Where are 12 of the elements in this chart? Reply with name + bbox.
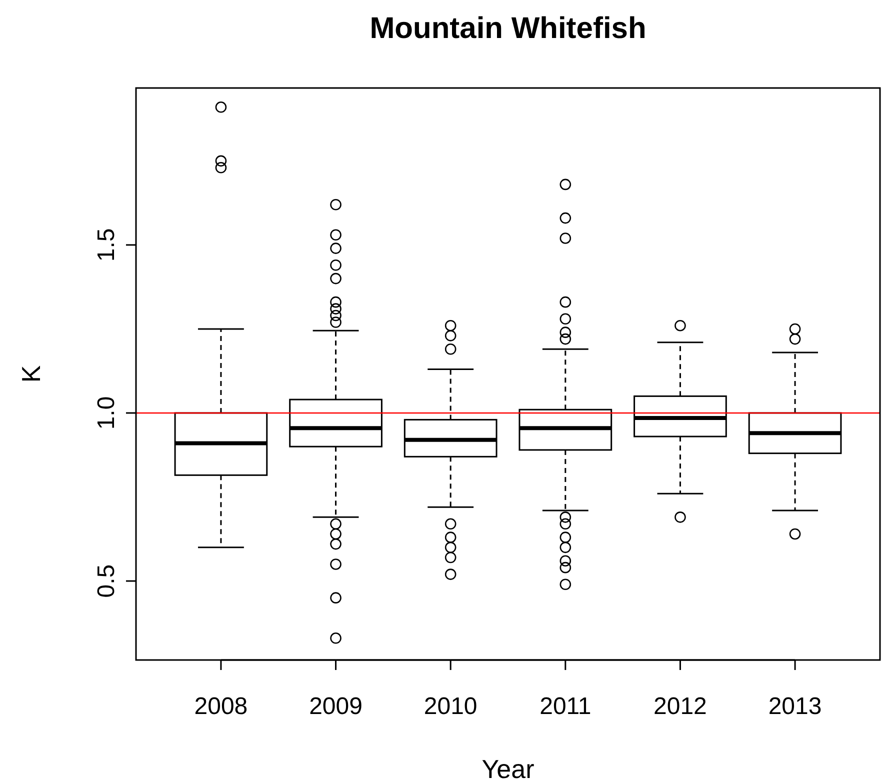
y-tick-label: 0.5: [93, 564, 120, 598]
x-tick-label: 2011: [540, 693, 592, 720]
y-tick-label: 1.5: [93, 228, 120, 262]
x-tick-label: 2008: [194, 693, 248, 720]
x-axis-title: Year: [482, 754, 535, 784]
x-tick-label: 2009: [309, 693, 362, 720]
y-tick-label: 1.0: [93, 396, 120, 430]
x-tick-label: 2010: [424, 693, 478, 720]
x-tick-label: 2012: [654, 693, 707, 720]
y-axis-title: K: [16, 364, 46, 383]
x-tick-label: 2013: [768, 693, 822, 720]
chart-title: Mountain Whitefish: [370, 12, 646, 45]
